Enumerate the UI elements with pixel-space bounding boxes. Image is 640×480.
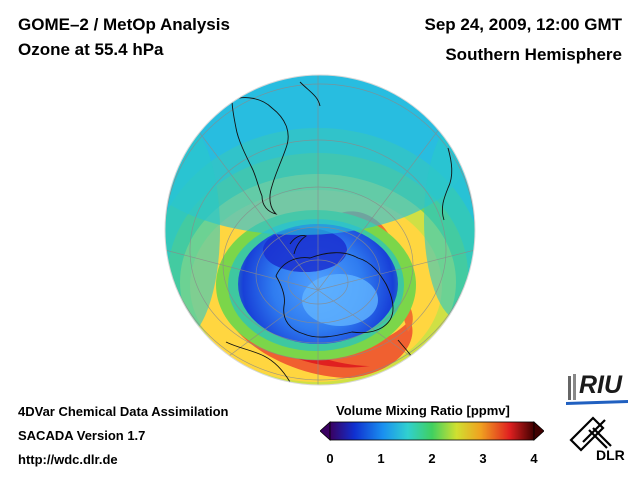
version-label: SACADA Version 1.7	[18, 428, 146, 443]
datetime-label: Sep 24, 2009, 12:00 GMT	[424, 15, 623, 34]
globe-outline	[164, 74, 476, 386]
colorbar-body	[329, 421, 535, 441]
riu-logo	[566, 374, 628, 405]
riu-logo-text: RIU	[579, 371, 623, 399]
colorbar-tick-label: 4	[530, 451, 538, 466]
quantity-title: Ozone at 55.4 hPa	[18, 40, 164, 59]
source-url[interactable]: http://wdc.dlr.de	[18, 452, 118, 467]
coastlines	[225, 81, 453, 383]
dlr-logo	[569, 416, 612, 452]
instrument-title: GOME–2 / MetOp Analysis	[18, 15, 230, 34]
dlr-logo-text: DLR	[596, 447, 625, 463]
colorbar-title: Volume Mixing Ratio [ppmv]	[336, 403, 510, 418]
region-label: Southern Hemisphere	[445, 45, 622, 64]
colorbar-right-arrow	[533, 421, 544, 441]
colorbar-tick-label: 0	[326, 451, 334, 466]
colorbar-tick-label: 2	[428, 451, 436, 466]
colorbar-left-arrow	[320, 421, 331, 441]
method-label: 4DVar Chemical Data Assimilation	[18, 404, 229, 419]
colorbar-tick-label: 3	[479, 451, 487, 466]
colorbar	[320, 421, 544, 441]
colorbar-tick-label: 1	[377, 451, 385, 466]
red-collar	[228, 318, 413, 378]
